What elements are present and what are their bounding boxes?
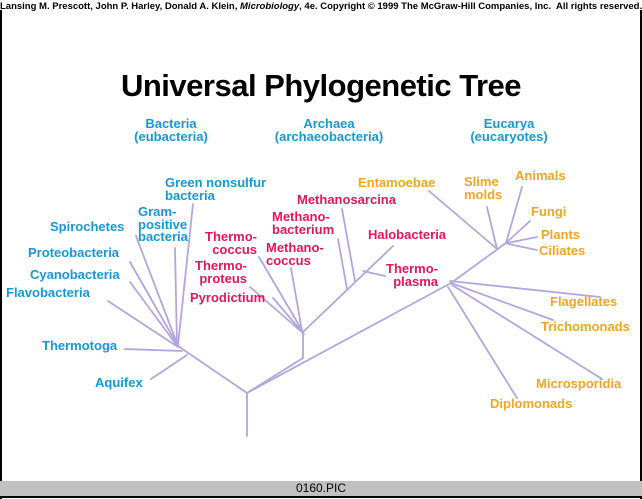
branch-thermoplasma [362, 270, 386, 277]
branch-entamoebae [428, 190, 498, 250]
branch-plants [506, 236, 538, 244]
label-flagellates: Flagellates [550, 294, 618, 309]
branch-fungi [505, 220, 531, 244]
label-domain-bacteria: Bacteria (eubacteria) [134, 116, 208, 144]
frame-border-left [0, 10, 2, 499]
label-diplomonads: Diplomonads [490, 396, 573, 411]
frame-border-right [640, 10, 642, 499]
label-thermococcus: Thermo- coccus [205, 229, 257, 257]
branch-diplomonads [447, 286, 518, 399]
label-slime-molds: Slime molds [464, 174, 503, 202]
branch-halobacteria [302, 245, 394, 333]
label-proteobacteria: Proteobacteria [28, 245, 120, 260]
branch-animals [505, 186, 523, 244]
branch-green-nonsulfur [177, 203, 194, 346]
label-animals: Animals [515, 168, 566, 183]
branch-eucarya-trunk [246, 282, 452, 394]
label-thermoplasma: Thermo- plasma [386, 261, 438, 289]
branch-thermococcus [258, 256, 304, 333]
label-domain-eucarya: Eucarya (eucaryotes) [470, 116, 548, 144]
label-flavobacteria: Flavobacteria [6, 285, 90, 300]
label-halobacteria: Halobacteria [368, 227, 447, 242]
branch-aquifex [150, 354, 188, 380]
label-spirochetes: Spirochetes [50, 219, 125, 234]
branch-cyanobacteria [129, 281, 179, 348]
label-plants: Plants [541, 227, 581, 242]
label-trichomonads: Trichomonads [541, 319, 630, 334]
branch-proteobacteria [129, 261, 179, 347]
label-gram-positive-bacteria: Gram- positive bacteria [138, 204, 188, 244]
branch-microsporidia [451, 284, 603, 380]
label-cyanobacteria: Cyanobacteria [30, 267, 120, 282]
footer-filename: 0160.PIC [295, 481, 347, 495]
branch-thermotoga [124, 348, 183, 352]
branch-pyrodictium [272, 297, 305, 335]
footer-bottom-line [0, 496, 642, 498]
label-fungi: Fungi [531, 204, 567, 219]
branch-spirochetes [135, 235, 179, 347]
branch-thermoproteus [249, 286, 304, 334]
label-ciliates: Ciliates [539, 243, 586, 258]
label-methanosarcina: Methanosarcina [297, 192, 396, 207]
branch-slime-molds [486, 206, 498, 250]
copyright-text-post: , 4e. Copyright © 1999 The McGraw-Hill C… [299, 1, 642, 12]
copyright-text-pre: Lansing M. Prescott, John P. Harley, Don… [0, 1, 241, 12]
branch-gram-positive [174, 247, 178, 347]
copyright-line: Lansing M. Prescott, John P. Harley, Don… [0, 1, 642, 12]
label-thermoproteus: Thermo- proteus [195, 258, 247, 286]
branch-bacteria-trunk [177, 345, 248, 394]
label-domain-archaea: Archaea (archaeobacteria) [274, 116, 384, 144]
branch-ciliates [507, 243, 538, 251]
label-methanococcus: Methano- coccus [266, 240, 324, 268]
label-aquifex: Aquifex [95, 375, 143, 390]
branch-methanosarcina [341, 208, 356, 282]
label-entamoebae: Entamoebae [358, 175, 436, 190]
branch-methanococcus [290, 267, 303, 332]
page-title: Universal Phylogenetic Tree [120, 67, 522, 103]
branch-flagellates [449, 280, 601, 298]
label-thermotoga: Thermotoga [42, 338, 118, 353]
copyright-book-title: Microbiology [240, 1, 300, 12]
label-pyrodictium: Pyrodictium [190, 290, 266, 305]
branch-trichomonads [450, 282, 554, 321]
branch-methanobacterium [337, 238, 348, 290]
label-green-nonsulfur-bacteria: Green nonsulfur bacteria [165, 175, 267, 203]
branch-flavobacteria [107, 300, 179, 348]
label-methanobacterium: Methano- bacterium [272, 209, 335, 237]
footer-bar: 0160.PIC [0, 481, 642, 496]
label-microsporidia: Microsporidia [536, 376, 622, 391]
